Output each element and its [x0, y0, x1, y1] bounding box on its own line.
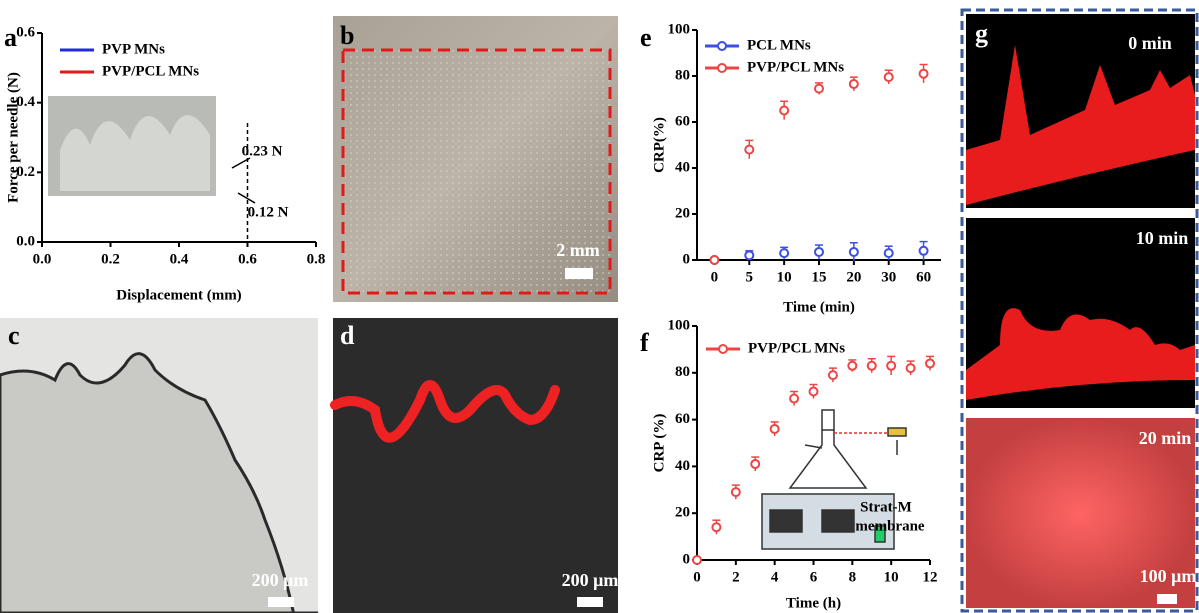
panel-label: f	[640, 328, 649, 357]
annotation: membrane	[855, 518, 924, 534]
frame-time: 20 min	[1139, 428, 1192, 448]
scale-label: 100 μm	[1140, 566, 1197, 586]
point	[815, 85, 823, 93]
legend-marker	[718, 42, 726, 50]
y-axis-label: CRP (%)	[651, 414, 667, 473]
x-tick-label: 4	[771, 569, 779, 585]
legend-marker	[718, 64, 726, 72]
y-axis-label: Force per needle (N)	[5, 72, 21, 203]
point	[712, 523, 720, 531]
annotation: Strat-M	[860, 499, 912, 515]
legend-label: PCL MNs	[747, 37, 811, 53]
x-tick-label: 2	[732, 569, 740, 585]
point	[885, 249, 893, 257]
point	[745, 251, 753, 259]
scale-bar	[268, 597, 294, 607]
point	[920, 247, 928, 255]
y-tick-label: 20	[675, 505, 690, 521]
point	[848, 362, 856, 370]
point	[926, 359, 934, 367]
y-tick-label: 40	[675, 159, 690, 175]
x-tick-label: 30	[881, 269, 896, 285]
x-axis-label: Time (min)	[783, 299, 855, 315]
annotation: 0.12 N	[248, 204, 289, 220]
scale-label: 200 μm	[562, 570, 619, 590]
y-tick-label: 80	[675, 364, 690, 380]
arrow	[238, 193, 255, 203]
scale-label: 2 mm	[556, 240, 600, 260]
y-tick-label: 0	[683, 251, 691, 267]
x-axis-label: Time (h)	[786, 595, 841, 611]
point	[815, 248, 823, 256]
panel-label: c	[8, 321, 20, 350]
y-tick-label: 80	[675, 67, 690, 83]
x-tick-label: 60	[916, 269, 931, 285]
scale-label: 200 μm	[252, 570, 309, 590]
point	[885, 73, 893, 81]
point	[850, 80, 858, 88]
y-tick-label: 0.0	[16, 233, 35, 249]
x-tick-label: 10	[884, 569, 899, 585]
x-tick-label: 12	[923, 569, 938, 585]
figure: 2 mm b 200 μm c 200 μm d g 0 min 10 min …	[0, 0, 1199, 613]
frame-time: 0 min	[1128, 33, 1172, 53]
point	[829, 371, 837, 379]
y-tick-label: 40	[675, 458, 690, 474]
legend-label: PVP/PCL MNs	[748, 340, 845, 356]
point	[810, 388, 818, 396]
x-tick-label: 0	[693, 569, 701, 585]
legend-label: PVP MNs	[102, 41, 165, 57]
point	[745, 146, 753, 154]
point	[868, 362, 876, 370]
y-tick-label: 0.6	[16, 24, 35, 40]
point	[850, 248, 858, 256]
y-tick-label: 20	[675, 205, 690, 221]
x-axis-label: Displacement (mm)	[116, 287, 241, 303]
legend-label: PVP/PCL MNs	[747, 59, 844, 75]
x-tick-label: 15	[812, 269, 827, 285]
panel-label: e	[640, 23, 652, 52]
point	[907, 364, 915, 372]
legend-label: PVP/PCL MNs	[102, 63, 199, 79]
point	[710, 256, 718, 264]
frame-time: 10 min	[1136, 228, 1189, 248]
x-tick-label: 0.6	[238, 251, 257, 267]
x-tick-label: 20	[846, 269, 861, 285]
image-d	[333, 318, 618, 613]
y-tick-label: 100	[668, 21, 691, 37]
panel-label: b	[340, 21, 354, 50]
point	[693, 556, 701, 564]
x-tick-label: 6	[810, 569, 818, 585]
scale-bar	[577, 597, 603, 607]
y-tick-label: 60	[675, 113, 690, 129]
point	[780, 107, 788, 115]
y-axis-label: CRP(%)	[651, 117, 667, 173]
x-tick-label: 0.0	[33, 251, 52, 267]
panel-label: d	[340, 321, 355, 350]
y-tick-label: 100	[668, 317, 691, 333]
panel-label: a	[4, 23, 17, 52]
annotation: 0.23 N	[242, 143, 283, 159]
point	[771, 425, 779, 433]
x-tick-label: 10	[777, 269, 792, 285]
scale-bar	[565, 268, 593, 279]
x-tick-label: 5	[746, 269, 754, 285]
point	[751, 460, 759, 468]
x-tick-label: 0	[711, 269, 719, 285]
legend-marker	[719, 345, 727, 353]
point	[790, 395, 798, 403]
x-tick-label: 0.2	[101, 251, 120, 267]
y-tick-label: 60	[675, 411, 690, 427]
x-tick-label: 0.8	[307, 251, 326, 267]
point	[920, 70, 928, 78]
x-tick-label: 0.4	[170, 251, 189, 267]
point	[732, 488, 740, 496]
panel-label: g	[975, 19, 988, 48]
point	[780, 249, 788, 257]
y-tick-label: 0	[683, 551, 691, 567]
point	[887, 362, 895, 370]
scale-bar	[1157, 594, 1177, 604]
x-tick-label: 8	[849, 569, 857, 585]
